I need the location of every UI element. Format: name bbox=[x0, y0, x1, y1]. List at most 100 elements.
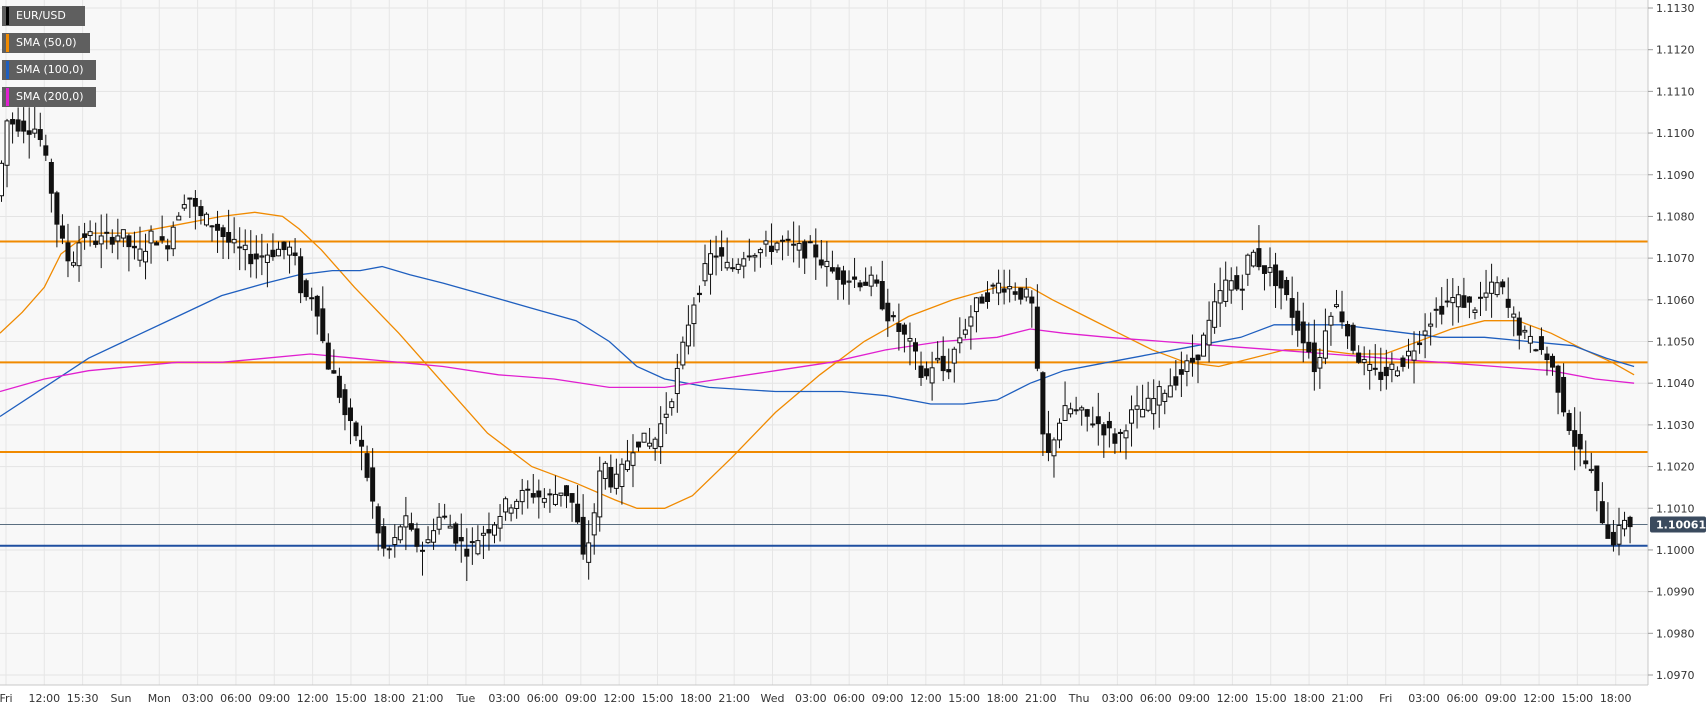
candle-bear bbox=[292, 252, 298, 256]
candle-bull bbox=[591, 512, 597, 536]
candle-bear bbox=[220, 227, 226, 238]
legend-item-sma200[interactable]: SMA (200,0) bbox=[2, 87, 96, 107]
candle-bear bbox=[719, 247, 725, 257]
candle-bear bbox=[979, 296, 985, 304]
y-tick-label: 1.1130 bbox=[1656, 2, 1695, 15]
candle-bull bbox=[309, 297, 315, 300]
candle-bear bbox=[1572, 430, 1578, 447]
candle-bear bbox=[530, 493, 536, 498]
candle-bull bbox=[1051, 439, 1057, 457]
x-tick-label: 06:00 bbox=[220, 692, 252, 705]
candle-bear bbox=[946, 369, 952, 373]
candle-bull bbox=[0, 162, 4, 197]
candle-bear bbox=[1516, 317, 1522, 336]
candle-bull bbox=[447, 525, 453, 529]
candle-bear bbox=[1300, 321, 1306, 344]
candle-bear bbox=[1001, 288, 1007, 293]
legend-label: EUR/USD bbox=[16, 9, 66, 22]
legend-item-sma50[interactable]: SMA (50,0) bbox=[2, 33, 90, 53]
candle-bull bbox=[968, 316, 974, 327]
candle-bear bbox=[813, 244, 819, 258]
candle-bear bbox=[131, 245, 137, 249]
candle-bull bbox=[586, 542, 592, 563]
candle-bull bbox=[552, 493, 558, 505]
candle-bull bbox=[1328, 315, 1334, 326]
candle-bear bbox=[1400, 357, 1406, 367]
candle-bear bbox=[1605, 524, 1611, 539]
current-price-badge bbox=[1650, 516, 1706, 533]
candle-bull bbox=[1622, 519, 1628, 530]
candle-bull bbox=[691, 304, 697, 325]
candle-bear bbox=[93, 240, 99, 245]
x-tick-label: Wed bbox=[761, 692, 785, 705]
candle-bull bbox=[1522, 329, 1528, 333]
x-tick-label: 03:00 bbox=[1102, 692, 1134, 705]
candle-bull bbox=[702, 263, 708, 282]
candle-bear bbox=[414, 528, 420, 547]
candle-bull bbox=[436, 516, 442, 530]
x-tick-label: 18:00 bbox=[680, 692, 712, 705]
x-tick-label: 06:00 bbox=[833, 692, 865, 705]
x-tick-label: 09:00 bbox=[1178, 692, 1210, 705]
x-tick-label: Mon bbox=[148, 692, 171, 705]
candle-bull bbox=[115, 235, 121, 242]
candle-bear bbox=[1018, 287, 1024, 300]
candle-bear bbox=[1295, 310, 1301, 331]
plot-background bbox=[0, 0, 1648, 685]
y-tick-label: 1.1070 bbox=[1656, 252, 1695, 265]
candle-bull bbox=[1073, 409, 1079, 412]
legend-item-eurusd[interactable]: EUR/USD bbox=[2, 6, 85, 26]
candle-bull bbox=[962, 329, 968, 335]
candle-bull bbox=[1129, 409, 1135, 424]
candle-bull bbox=[1267, 267, 1273, 273]
candle-bear bbox=[215, 223, 221, 231]
y-tick-label: 1.1080 bbox=[1656, 210, 1695, 223]
candle-bear bbox=[896, 323, 902, 332]
x-tick-label: 03:00 bbox=[795, 692, 827, 705]
candle-bear bbox=[370, 467, 376, 502]
candle-bear bbox=[15, 119, 21, 132]
candle-bear bbox=[840, 270, 846, 285]
candle-bull bbox=[275, 248, 281, 257]
candle-bear bbox=[1439, 305, 1445, 315]
x-tick-label: 12:00 bbox=[28, 692, 60, 705]
candle-bear bbox=[1284, 279, 1290, 296]
candle-bull bbox=[143, 250, 149, 263]
candle-bear bbox=[314, 295, 320, 317]
candle-bull bbox=[996, 282, 1002, 294]
candle-bull bbox=[1422, 330, 1428, 336]
candle-bear bbox=[1555, 365, 1561, 393]
candle-bear bbox=[874, 279, 880, 284]
candle-bull bbox=[752, 254, 758, 258]
candle-bull bbox=[774, 242, 780, 251]
legend-item-sma100[interactable]: SMA (100,0) bbox=[2, 60, 96, 80]
candle-bear bbox=[1289, 298, 1295, 318]
candle-bull bbox=[624, 460, 630, 471]
candle-bear bbox=[281, 241, 287, 251]
x-tick-label: 12:00 bbox=[603, 692, 635, 705]
candle-bull bbox=[397, 526, 403, 541]
y-tick-label: 1.0970 bbox=[1656, 669, 1695, 682]
candle-bull bbox=[1212, 301, 1218, 328]
candle-bear bbox=[768, 245, 774, 253]
y-tick-label: 1.1040 bbox=[1656, 377, 1695, 390]
candle-bear bbox=[453, 523, 459, 544]
candle-bull bbox=[492, 524, 498, 536]
candle-bear bbox=[802, 241, 808, 259]
candle-bull bbox=[1184, 360, 1190, 372]
candle-bear bbox=[918, 365, 924, 378]
candle-bear bbox=[1417, 342, 1423, 346]
x-tick-label: Sun bbox=[111, 692, 132, 705]
candle-bear bbox=[1550, 355, 1556, 368]
candle-bull bbox=[1616, 524, 1622, 545]
candle-bear bbox=[187, 197, 193, 200]
candle-bear bbox=[408, 523, 414, 530]
x-tick-label: 12:00 bbox=[1217, 692, 1249, 705]
candle-bear bbox=[1189, 357, 1195, 363]
candle-bear bbox=[852, 276, 858, 280]
candle-bear bbox=[126, 235, 132, 248]
candle-bull bbox=[613, 473, 619, 489]
candle-bull bbox=[1483, 292, 1489, 298]
candle-bear bbox=[1466, 296, 1472, 303]
